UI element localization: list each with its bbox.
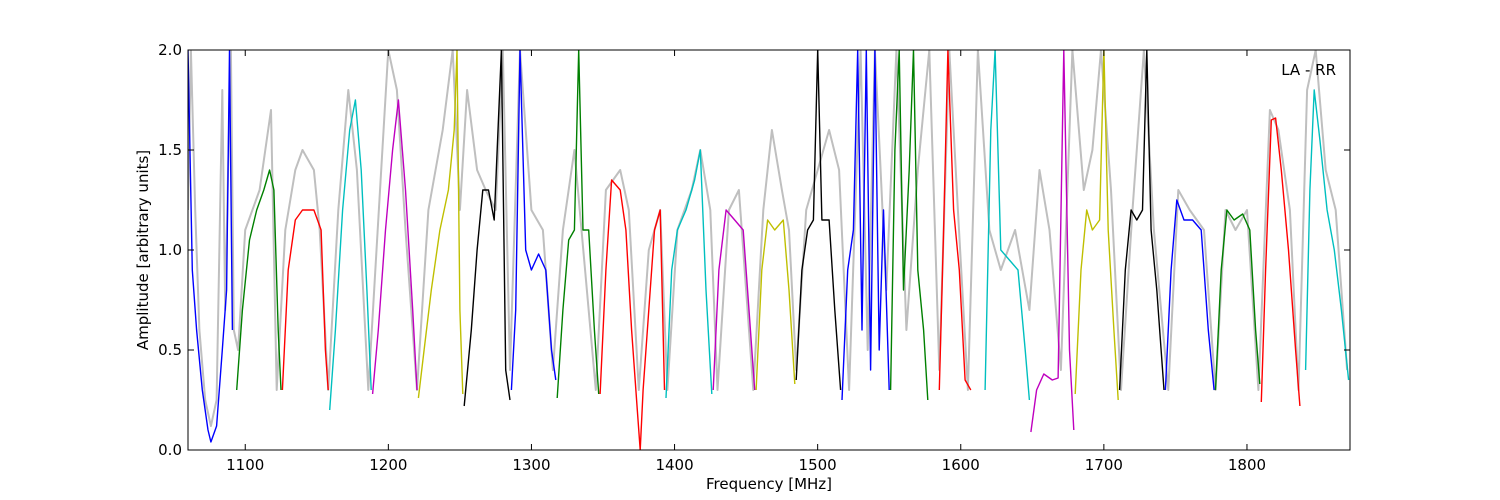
series-line-yellow-13 (755, 219, 796, 391)
series-line-gray-0 (188, 50, 1349, 427)
y-tick-label: 0.5 (158, 341, 182, 359)
series-line-cyan-4 (329, 99, 372, 411)
x-tick-label: 1500 (799, 456, 837, 474)
series-line-blue-15 (841, 50, 890, 401)
x-tick-label: 1100 (226, 456, 264, 474)
series-line-black-14 (795, 50, 842, 391)
series-line-magenta-5 (371, 99, 418, 395)
series-line-cyan-25 (1304, 89, 1350, 381)
tick-layer: 1100 1200 1300 1400 1500 1600 1700 1800 0.0 0.5 1.… (158, 41, 1350, 474)
series-line-green-16 (889, 50, 929, 401)
x-tick-label: 1600 (942, 456, 980, 474)
y-tick-label: 2.0 (158, 41, 182, 59)
series-line-yellow-20 (1074, 50, 1119, 401)
series-line-red-10 (599, 179, 666, 450)
series-line-red-17 (938, 50, 972, 391)
x-tick-label: 1300 (512, 456, 550, 474)
y-axis-label: Amplitude [arbitrary units] (134, 150, 152, 350)
y-tick-label: 1.0 (158, 241, 182, 259)
series-line-black-7 (463, 50, 511, 407)
series-line-red-24 (1260, 117, 1301, 407)
series-line-blue-8 (510, 50, 557, 391)
series-line-red-3 (281, 209, 329, 391)
x-tick-label: 1200 (369, 456, 407, 474)
series-line-black-21 (1118, 50, 1165, 391)
series-line-blue-22 (1164, 199, 1215, 391)
series-layer (188, 50, 1350, 450)
series-line-magenta-19 (1030, 50, 1075, 433)
series-line-cyan-18 (984, 50, 1031, 401)
series-line-yellow-6 (417, 50, 464, 399)
x-axis-label: Frequency [MHz] (706, 475, 832, 493)
series-line-magenta-12 (712, 209, 756, 391)
series-line-blue-1 (188, 50, 234, 443)
x-tick-label: 1400 (655, 456, 693, 474)
chart-annotation: LA - RR (1281, 61, 1336, 79)
series-line-green-23 (1214, 209, 1261, 391)
y-tick-label: 1.5 (158, 141, 182, 159)
series-line-green-9 (556, 50, 600, 399)
series-line-cyan-11 (665, 149, 713, 399)
series-line-green-2 (236, 169, 282, 391)
x-tick-label: 1700 (1085, 456, 1123, 474)
y-tick-label: 0.0 (158, 441, 182, 459)
x-tick-label: 1800 (1228, 456, 1266, 474)
